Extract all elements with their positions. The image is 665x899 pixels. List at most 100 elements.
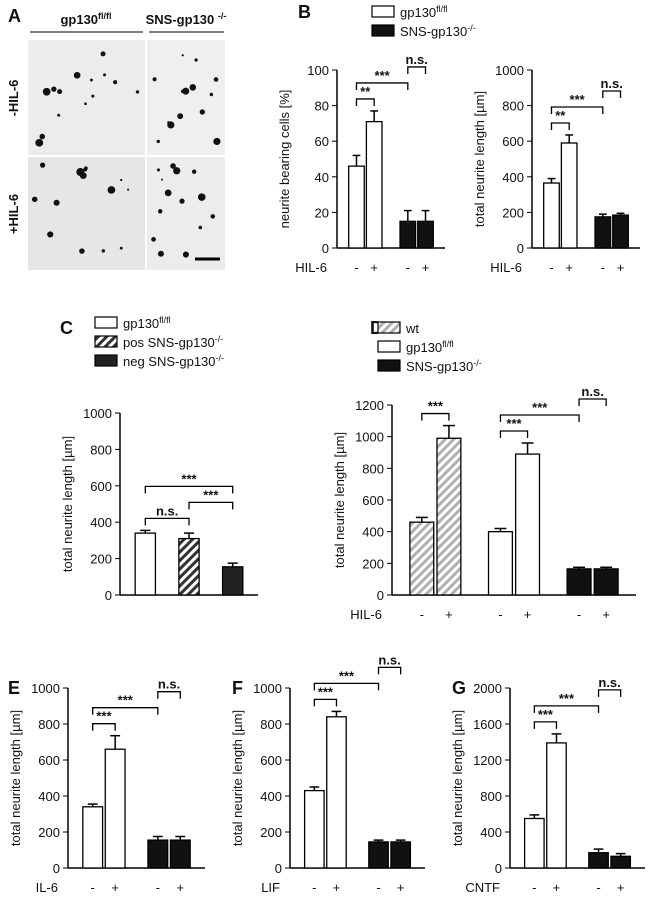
cell — [135, 90, 140, 94]
y-tick-label: 200 — [260, 825, 282, 840]
cell — [84, 102, 87, 106]
cell — [39, 133, 46, 140]
y-tick-label: 400 — [480, 825, 502, 840]
cell — [119, 246, 123, 250]
bar — [368, 841, 389, 869]
cell — [157, 250, 164, 257]
x-tick-label: + — [176, 880, 184, 895]
significance-bracket — [313, 698, 338, 707]
significance-bracket — [92, 707, 159, 715]
y-tick-label: 0 — [53, 861, 60, 876]
cell — [191, 169, 197, 174]
bar — [303, 789, 325, 869]
significance-bracket — [421, 412, 450, 421]
significance-bracket — [188, 501, 234, 510]
significance-label: *** — [532, 400, 548, 415]
y-tick-label: 200 — [362, 556, 384, 571]
significance-label: *** — [96, 709, 112, 724]
cell — [181, 54, 184, 57]
y-axis-label: total neurite length [µm] — [60, 436, 75, 572]
legend-sup: -/- — [215, 334, 224, 344]
legend-label: gp130fl/fl — [406, 339, 454, 355]
x-tick-label: + — [553, 880, 561, 895]
panel-a: A gp130fl/fl SNS-gp130 -/- -HIL-6 +HIL-6 — [6, 6, 226, 270]
micrograph — [28, 40, 145, 155]
y-axis-label: neurite bearing cells [%] — [277, 90, 292, 229]
bar — [365, 120, 383, 249]
bar — [348, 165, 365, 249]
bar — [326, 716, 347, 869]
significance-bracket — [407, 66, 427, 74]
micrograph — [28, 157, 145, 270]
significance-bracket — [499, 430, 529, 438]
legend-sup: -/- — [216, 353, 225, 363]
bar — [543, 182, 560, 249]
cell — [53, 199, 60, 206]
cell — [179, 198, 185, 204]
legend-name: gp130 — [123, 316, 159, 331]
x-tick-label: - — [156, 880, 160, 895]
y-tick-label: 0 — [517, 241, 524, 256]
legend-label: SNS-gp130-/- — [406, 358, 482, 374]
y-tick-label: 600 — [260, 753, 282, 768]
y-tick-label: 400 — [362, 525, 384, 540]
y-tick-label: 20 — [315, 205, 329, 220]
bar — [178, 537, 200, 596]
y-axis-label: total neurite length [µm] — [450, 710, 465, 846]
significance-label: *** — [538, 707, 554, 722]
y-axis-label: total neurite length [µm] — [472, 91, 487, 227]
y-tick-label: 200 — [90, 552, 112, 567]
cell — [182, 87, 190, 95]
x-tick-label: - — [596, 880, 600, 895]
x-tick-label: + — [333, 880, 341, 895]
column-header: SNS-gp130 -/- — [146, 11, 227, 27]
cell — [189, 84, 197, 91]
significance-label: n.s. — [378, 652, 400, 667]
cell — [156, 139, 160, 144]
y-tick-label: 80 — [315, 99, 329, 114]
x-tick-label: - — [601, 260, 605, 275]
cell — [182, 251, 189, 258]
y-tick-label: 400 — [38, 789, 60, 804]
panel-label: A — [8, 6, 21, 26]
row-header: -HIL-6 — [6, 80, 21, 117]
x-tick-label: - — [312, 880, 316, 895]
significance-bracket — [597, 689, 622, 697]
cell — [127, 188, 130, 191]
x-tick-label: - — [577, 607, 581, 622]
x-tick-label: + — [422, 260, 430, 275]
bar — [104, 748, 126, 869]
legend-label: gp130fl/fl — [400, 4, 448, 20]
significance-bracket — [313, 682, 380, 691]
bar — [593, 568, 619, 596]
row-header: +HIL-6 — [6, 194, 21, 234]
legend-swatch — [94, 316, 118, 329]
x-tick-label: + — [565, 260, 573, 275]
significance-label: *** — [181, 471, 197, 486]
x-tick-label: + — [602, 607, 610, 622]
x-tick-label: + — [524, 607, 532, 622]
x-tick-label: + — [370, 260, 378, 275]
significance-bracket — [144, 517, 190, 526]
y-tick-label: 2000 — [473, 681, 502, 696]
bar — [566, 568, 592, 596]
panel-label: E — [8, 678, 20, 698]
x-tick-label: + — [617, 260, 625, 275]
bar — [221, 566, 244, 596]
bar — [417, 220, 434, 249]
legend-name: wt — [405, 321, 419, 336]
x-tick-label: - — [532, 880, 536, 895]
cell — [209, 92, 214, 97]
significance-bracket — [602, 90, 622, 98]
bar — [82, 806, 104, 869]
significance-label: *** — [559, 691, 575, 706]
legend-sup: fl/fl — [436, 4, 448, 14]
bar — [523, 817, 545, 869]
significance-label: *** — [318, 684, 334, 699]
significance-label: *** — [375, 68, 391, 83]
significance-label: n.s. — [158, 677, 180, 692]
significance-bracket — [499, 414, 580, 422]
cell — [47, 231, 54, 238]
y-axis-label: total neurite length [µm] — [8, 710, 23, 846]
legend-label: SNS-gp130-/- — [400, 23, 476, 39]
